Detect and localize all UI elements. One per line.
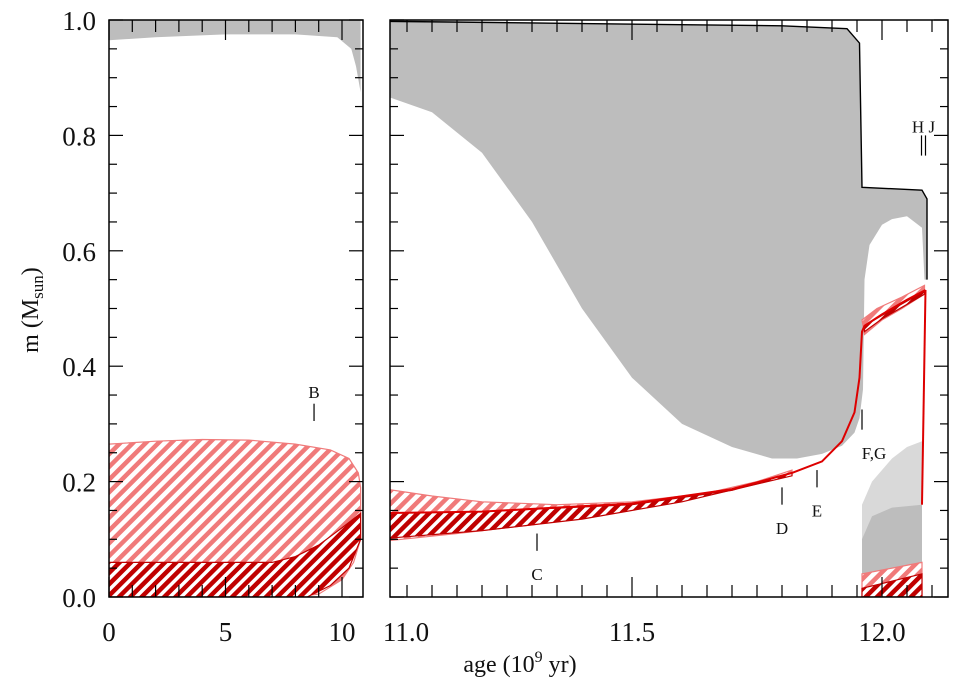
y-tick-label: 0.8 bbox=[62, 121, 96, 151]
convective-envelope bbox=[390, 20, 927, 459]
marker-label: D bbox=[776, 519, 788, 538]
panel-late: C D E F,G H J bbox=[389, 19, 949, 598]
y-tick-labels: 0.0 0.2 0.4 0.6 0.8 1.0 bbox=[62, 6, 96, 613]
surface-outline bbox=[390, 20, 928, 280]
marker-label: B bbox=[308, 383, 319, 402]
panel-early: B bbox=[108, 19, 364, 598]
marker-label: F,G bbox=[862, 444, 887, 463]
event-marker-b: B bbox=[308, 383, 320, 422]
x-tick-label: 11.0 bbox=[383, 617, 429, 647]
y-tick-label: 0.6 bbox=[62, 237, 96, 267]
event-marker-fg: F,G bbox=[861, 409, 887, 463]
x-tick-label: 10 bbox=[329, 617, 356, 647]
marker-label: E bbox=[812, 501, 822, 520]
event-marker-e: E bbox=[812, 470, 822, 520]
x-tick-label: 5 bbox=[219, 617, 233, 647]
plot-area bbox=[109, 20, 362, 597]
x-axis-label: age (109 yr) bbox=[463, 649, 576, 678]
plot-area bbox=[390, 20, 928, 597]
x-tick-label: 0 bbox=[102, 617, 116, 647]
y-tick-label: 0.4 bbox=[62, 352, 96, 382]
event-marker-d: D bbox=[776, 487, 788, 538]
y-tick-label: 0.2 bbox=[62, 468, 96, 498]
convective-envelope bbox=[109, 20, 361, 93]
x-tick-labels: 0 5 10 11.0 11.5 12.0 bbox=[102, 617, 905, 647]
y-axis-label: m (Msun) bbox=[18, 267, 47, 353]
hydrogen-shell-line bbox=[390, 289, 926, 515]
y-tick-label: 1.0 bbox=[62, 6, 96, 36]
shell-drop-line bbox=[921, 289, 927, 505]
event-marker-c: C bbox=[531, 533, 543, 584]
marker-label: H J bbox=[912, 118, 936, 137]
x-tick-label: 12.0 bbox=[858, 617, 905, 647]
y-tick-label: 0.0 bbox=[62, 583, 96, 613]
event-marker-hj: H J bbox=[912, 118, 936, 156]
x-tick-label: 11.5 bbox=[609, 617, 655, 647]
marker-label: C bbox=[531, 565, 542, 584]
dark-hatch-region bbox=[109, 512, 362, 597]
